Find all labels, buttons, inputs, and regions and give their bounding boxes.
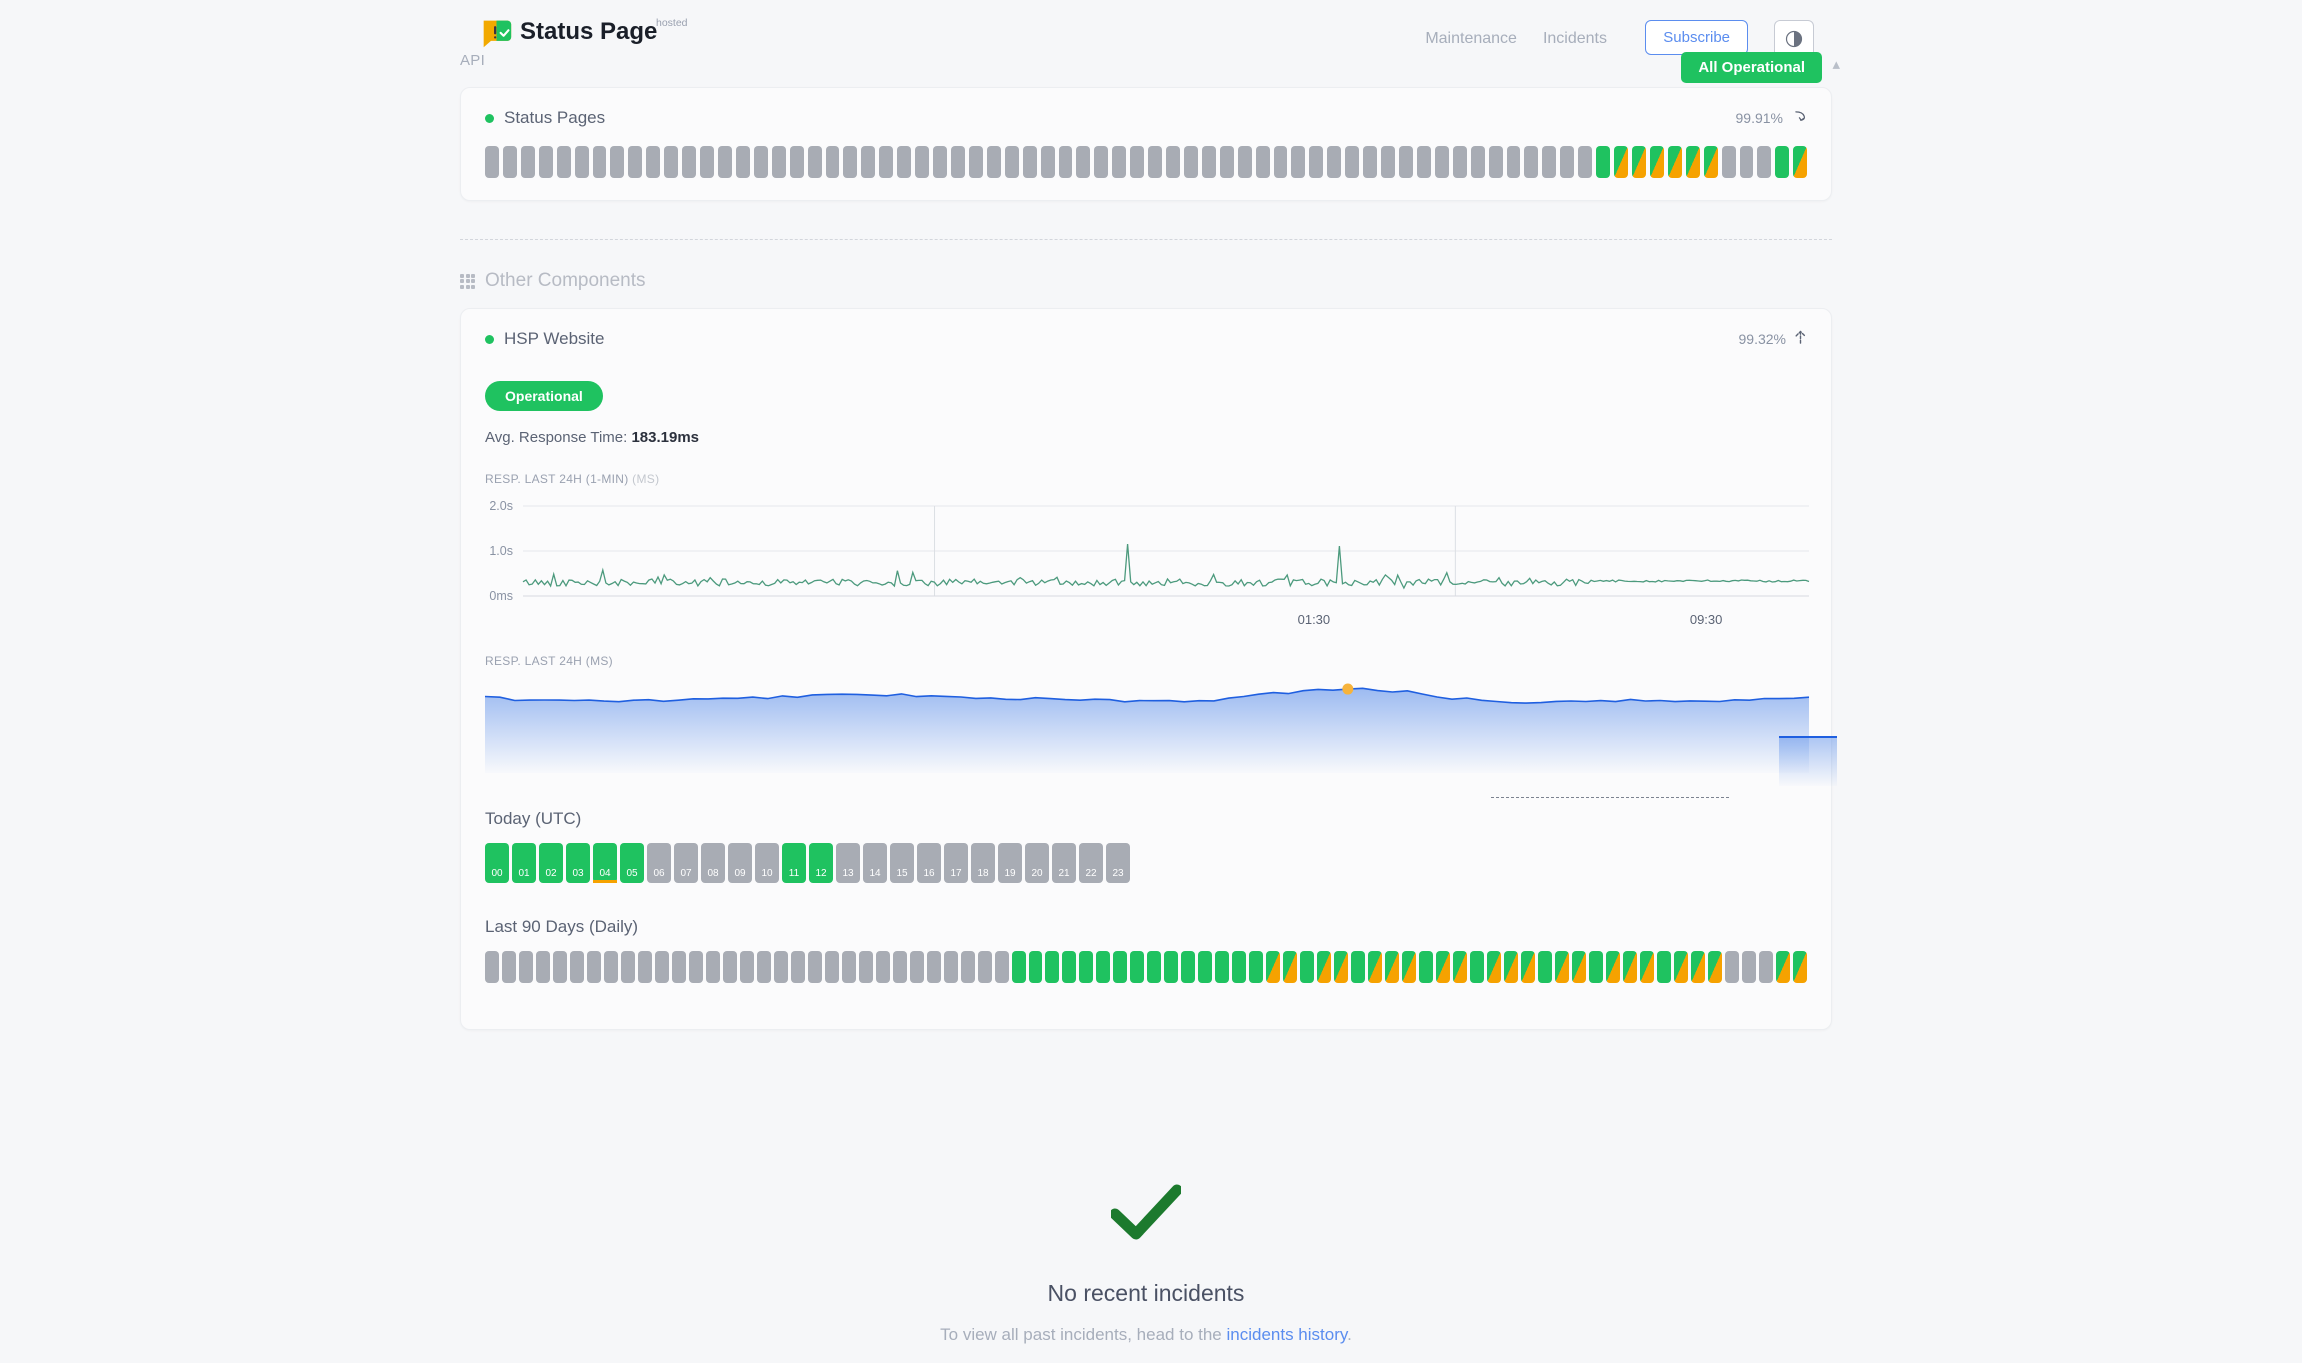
svg-text:2.0s: 2.0s <box>489 499 513 513</box>
svg-text:0ms: 0ms <box>489 589 513 603</box>
svg-text:09:30: 09:30 <box>1690 612 1723 627</box>
svg-text:1.0s: 1.0s <box>489 544 513 558</box>
svg-text:01:30: 01:30 <box>1298 612 1331 627</box>
